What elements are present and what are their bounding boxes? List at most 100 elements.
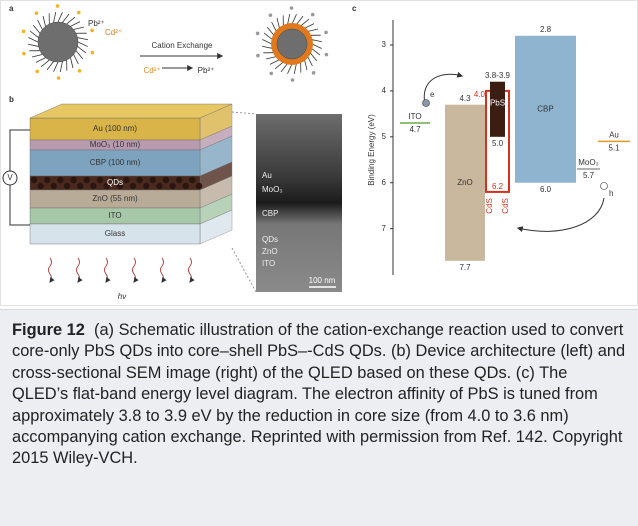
ion xyxy=(90,29,94,33)
band-top-label: 4.0 xyxy=(474,90,486,99)
ion xyxy=(22,30,26,34)
sem-label: Au xyxy=(262,171,272,180)
ion xyxy=(269,72,273,76)
y-tick-label: 4 xyxy=(382,86,387,95)
qd-core xyxy=(38,22,78,62)
qd-dot xyxy=(130,183,136,189)
layer-label: Au (100 nm) xyxy=(93,124,137,133)
qd-dot xyxy=(176,177,182,183)
qd-dot xyxy=(70,177,76,183)
figure-caption: Figure 12 (a) Schematic illustration of … xyxy=(0,309,638,526)
ion xyxy=(290,6,294,10)
electrode-name: ITO xyxy=(408,112,421,121)
electrode-value: 5.1 xyxy=(608,144,620,153)
qd-dot xyxy=(156,183,162,189)
panel-label: a xyxy=(9,4,14,13)
ion xyxy=(35,11,39,15)
ion xyxy=(269,13,273,17)
band-top-label: 4.3 xyxy=(459,94,471,103)
qd-dot xyxy=(77,183,83,189)
band-top-label: 2.8 xyxy=(540,25,552,34)
qd-dot xyxy=(51,183,57,189)
qd-dot xyxy=(37,183,43,189)
band-name: CdS xyxy=(485,198,494,214)
layer-label: ZnO (55 nm) xyxy=(92,194,138,203)
qd-dot xyxy=(31,177,37,183)
figure: a Pb²⁺ Cd²⁺ Cation Exchange Cd²⁺ Pb²⁺ b … xyxy=(0,0,638,306)
qd-core xyxy=(277,29,307,59)
sem-label: QDs xyxy=(262,235,278,244)
caption-text: (a) Schematic illustration of the cation… xyxy=(12,321,625,467)
ion-label: Cd²⁺ xyxy=(105,28,122,37)
ion xyxy=(56,4,60,8)
scale-bar-label: 100 nm xyxy=(309,276,336,285)
hole-label: h xyxy=(609,189,613,198)
voltage-label: V xyxy=(7,173,13,182)
ion xyxy=(91,51,95,55)
qd-dot xyxy=(150,177,156,183)
reagent-out: Pb²⁺ xyxy=(198,66,215,75)
panel-label: b xyxy=(9,95,14,104)
ion xyxy=(78,69,82,73)
band-name: ZnO xyxy=(457,178,473,187)
electrode-name: Au xyxy=(609,131,619,140)
reagent-in: Cd²⁺ xyxy=(143,66,160,75)
layer-label: CBP (100 nm) xyxy=(90,158,141,167)
layer-label: MoO₃ (10 nm) xyxy=(90,140,141,149)
qd-dot xyxy=(183,183,189,189)
band-name: PbS xyxy=(490,98,505,107)
band-top-label: 3.8-3.9 xyxy=(485,71,510,80)
electrode-name: MoO₃ xyxy=(578,158,599,167)
caption-label: Figure 12 xyxy=(12,321,85,339)
ion xyxy=(256,54,260,58)
band-name: CBP xyxy=(537,104,553,113)
ion xyxy=(311,13,315,17)
layer-top xyxy=(30,104,232,118)
ion xyxy=(35,70,39,74)
y-tick-label: 6 xyxy=(382,178,387,187)
layer-label: QDs xyxy=(107,178,123,187)
ion xyxy=(312,71,316,75)
qd-dot xyxy=(196,183,202,189)
layer-label: ITO xyxy=(108,211,121,220)
electron xyxy=(423,100,430,107)
electrode-value: 5.7 xyxy=(583,171,595,180)
ion xyxy=(324,31,328,35)
qd-dot xyxy=(163,177,169,183)
hole xyxy=(601,183,608,190)
light-label: hν xyxy=(118,292,126,301)
band-name: CdS xyxy=(501,198,510,214)
qd-dot xyxy=(57,177,63,183)
sem-label: MoO₃ xyxy=(262,185,283,194)
band-bottom-label: 7.7 xyxy=(459,263,471,272)
qd-dot xyxy=(169,183,175,189)
electron-label: e xyxy=(430,90,435,99)
qd-dot xyxy=(84,177,90,183)
ion xyxy=(291,78,295,82)
sem-label: ZnO xyxy=(262,247,278,256)
sem-label: CBP xyxy=(262,209,278,218)
band-bottom-label: 6.0 xyxy=(540,185,552,194)
qd-dot xyxy=(44,177,50,183)
qd-dot xyxy=(143,183,149,189)
reaction-label: Cation Exchange xyxy=(152,41,213,50)
qd-dot xyxy=(90,183,96,189)
y-axis-label: Binding Energy (eV) xyxy=(367,114,376,186)
band-bottom-label: 5.0 xyxy=(492,139,504,148)
y-tick-label: 5 xyxy=(382,132,387,141)
sem-label: ITO xyxy=(262,259,275,268)
ion-label: Pb²⁺ xyxy=(88,19,105,28)
y-tick-label: 3 xyxy=(382,40,387,49)
ion xyxy=(325,53,329,57)
qd-dot xyxy=(136,177,142,183)
y-tick-label: 7 xyxy=(382,224,387,233)
qd-dot xyxy=(189,177,195,183)
page: a Pb²⁺ Cd²⁺ Cation Exchange Cd²⁺ Pb²⁺ b … xyxy=(0,0,638,525)
device-stack: Au (100 nm) MoO₃ (10 nm) CBP (100 nm) QDs Zn… xyxy=(30,104,232,244)
panel-label: c xyxy=(352,4,357,13)
qd-dot xyxy=(64,183,70,189)
ion xyxy=(22,52,26,56)
qd-dot xyxy=(123,177,129,183)
layer-label: Glass xyxy=(105,229,125,238)
band-bottom-label: 6.2 xyxy=(492,182,504,191)
